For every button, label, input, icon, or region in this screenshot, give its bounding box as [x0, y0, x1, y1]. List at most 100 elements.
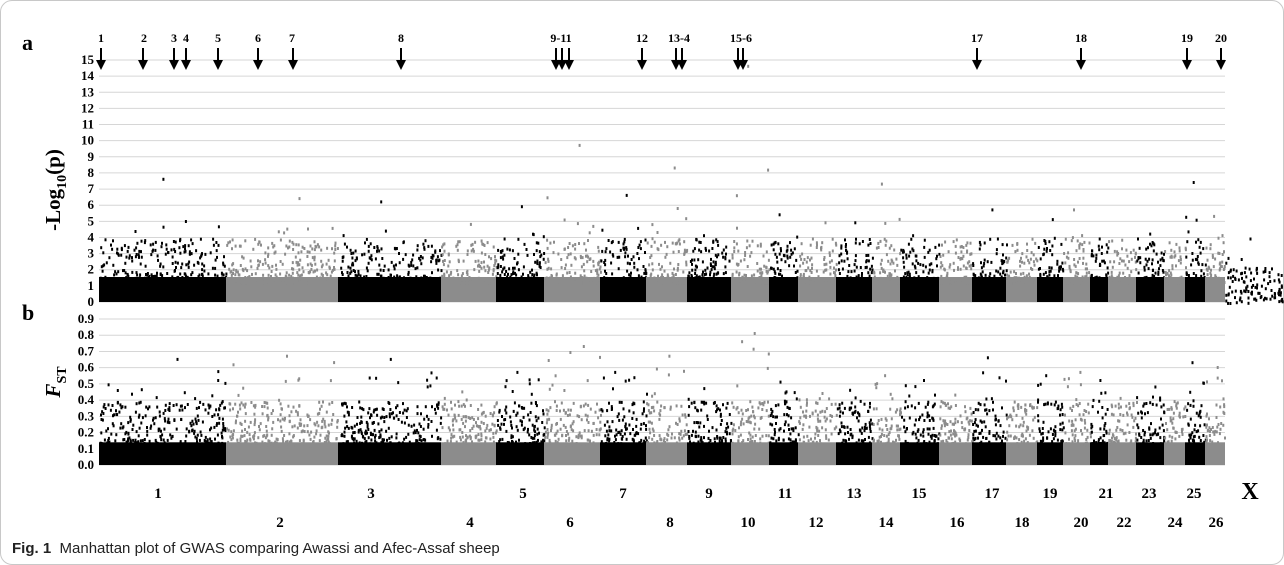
snp-point	[765, 265, 768, 269]
snp-point	[430, 260, 433, 264]
snp-point	[376, 245, 379, 249]
snp-point	[712, 239, 715, 243]
fst-point	[741, 412, 744, 416]
fst-point	[542, 412, 545, 416]
snp-point	[1070, 279, 1073, 283]
snp-point	[581, 256, 584, 260]
fst-point	[613, 441, 616, 444]
snp-point	[1217, 236, 1220, 240]
snp-point	[402, 241, 405, 245]
fst-peak	[176, 357, 179, 361]
snp-point	[1255, 268, 1258, 272]
fst-point	[594, 410, 597, 414]
snp-point	[677, 263, 680, 266]
fst-point	[618, 400, 621, 404]
fst-point	[798, 398, 801, 402]
fst-point	[208, 406, 211, 410]
snp-point	[1083, 280, 1086, 283]
snp-point	[900, 248, 903, 252]
fst-point	[660, 404, 663, 408]
snp-point	[661, 277, 664, 281]
fst-point	[148, 405, 151, 409]
snp-point	[513, 266, 516, 270]
snp-point	[990, 280, 993, 284]
fst-point	[569, 408, 572, 412]
snp-point	[1180, 275, 1183, 279]
fst-point	[487, 444, 490, 448]
snp-point	[1220, 277, 1223, 281]
fst-point	[886, 441, 889, 445]
fst-point	[934, 393, 936, 397]
fst-point	[565, 439, 568, 443]
fst-point	[268, 444, 271, 448]
snp-point	[724, 265, 727, 269]
snp-point	[844, 279, 847, 282]
snp-point	[782, 277, 785, 280]
fst-point	[462, 441, 465, 445]
snp-point	[763, 281, 766, 285]
fst-point	[786, 413, 788, 417]
snp-point	[487, 271, 490, 274]
snp-point	[376, 272, 379, 276]
fst-point	[464, 425, 466, 429]
snp-point	[1169, 271, 1172, 275]
fst-point	[265, 434, 268, 438]
fst-point	[586, 414, 589, 418]
fst-point	[628, 378, 631, 382]
snp-point	[161, 274, 164, 278]
snp-point	[354, 270, 356, 274]
snp-point	[1187, 230, 1190, 234]
snp-point	[1223, 267, 1226, 270]
snp-point	[900, 277, 903, 280]
fst-point	[818, 429, 821, 433]
fst-point	[599, 355, 601, 359]
snp-point	[786, 281, 789, 285]
fst-point	[438, 445, 441, 449]
fst-point	[753, 440, 756, 443]
snp-point	[799, 281, 802, 285]
snp-point	[1217, 281, 1219, 285]
snp-point	[411, 258, 414, 262]
snp-point	[840, 244, 843, 248]
fst-point	[221, 441, 224, 445]
snp-point	[964, 279, 967, 283]
fst-point	[682, 434, 685, 438]
snp-point	[579, 274, 582, 278]
snp-point	[484, 253, 487, 256]
fst-point	[667, 373, 670, 377]
snp-point	[1133, 281, 1136, 285]
snp-point	[1210, 273, 1213, 277]
snp-point	[349, 266, 352, 270]
snp-point	[535, 271, 538, 275]
fst-point	[628, 423, 631, 427]
snp-point	[902, 248, 905, 252]
snp-point	[133, 248, 136, 252]
snp-point	[1218, 278, 1221, 282]
fst-point	[752, 347, 755, 351]
fst-point	[528, 378, 531, 382]
fst-point	[253, 431, 256, 435]
snp-point	[1195, 280, 1198, 284]
snp-point	[1231, 290, 1234, 294]
fst-point	[119, 445, 122, 449]
fst-point	[361, 434, 364, 438]
snp-point	[1151, 273, 1154, 277]
fst-point	[227, 440, 230, 444]
snp-point	[328, 265, 331, 269]
snp-point	[746, 265, 749, 268]
fst-point	[211, 394, 214, 398]
fst-point	[290, 410, 293, 414]
snp-point	[671, 271, 674, 275]
snp-point	[986, 281, 989, 285]
snp-point	[473, 268, 476, 272]
fst-point	[842, 438, 845, 442]
snp-point	[190, 238, 193, 242]
snp-point	[833, 266, 835, 270]
fst-point	[282, 439, 285, 443]
fst-point	[546, 418, 549, 422]
fst-point	[472, 443, 475, 446]
snp-point	[265, 280, 268, 284]
snp-point	[1118, 262, 1121, 265]
fst-point	[774, 404, 777, 408]
fst-point	[730, 421, 733, 425]
